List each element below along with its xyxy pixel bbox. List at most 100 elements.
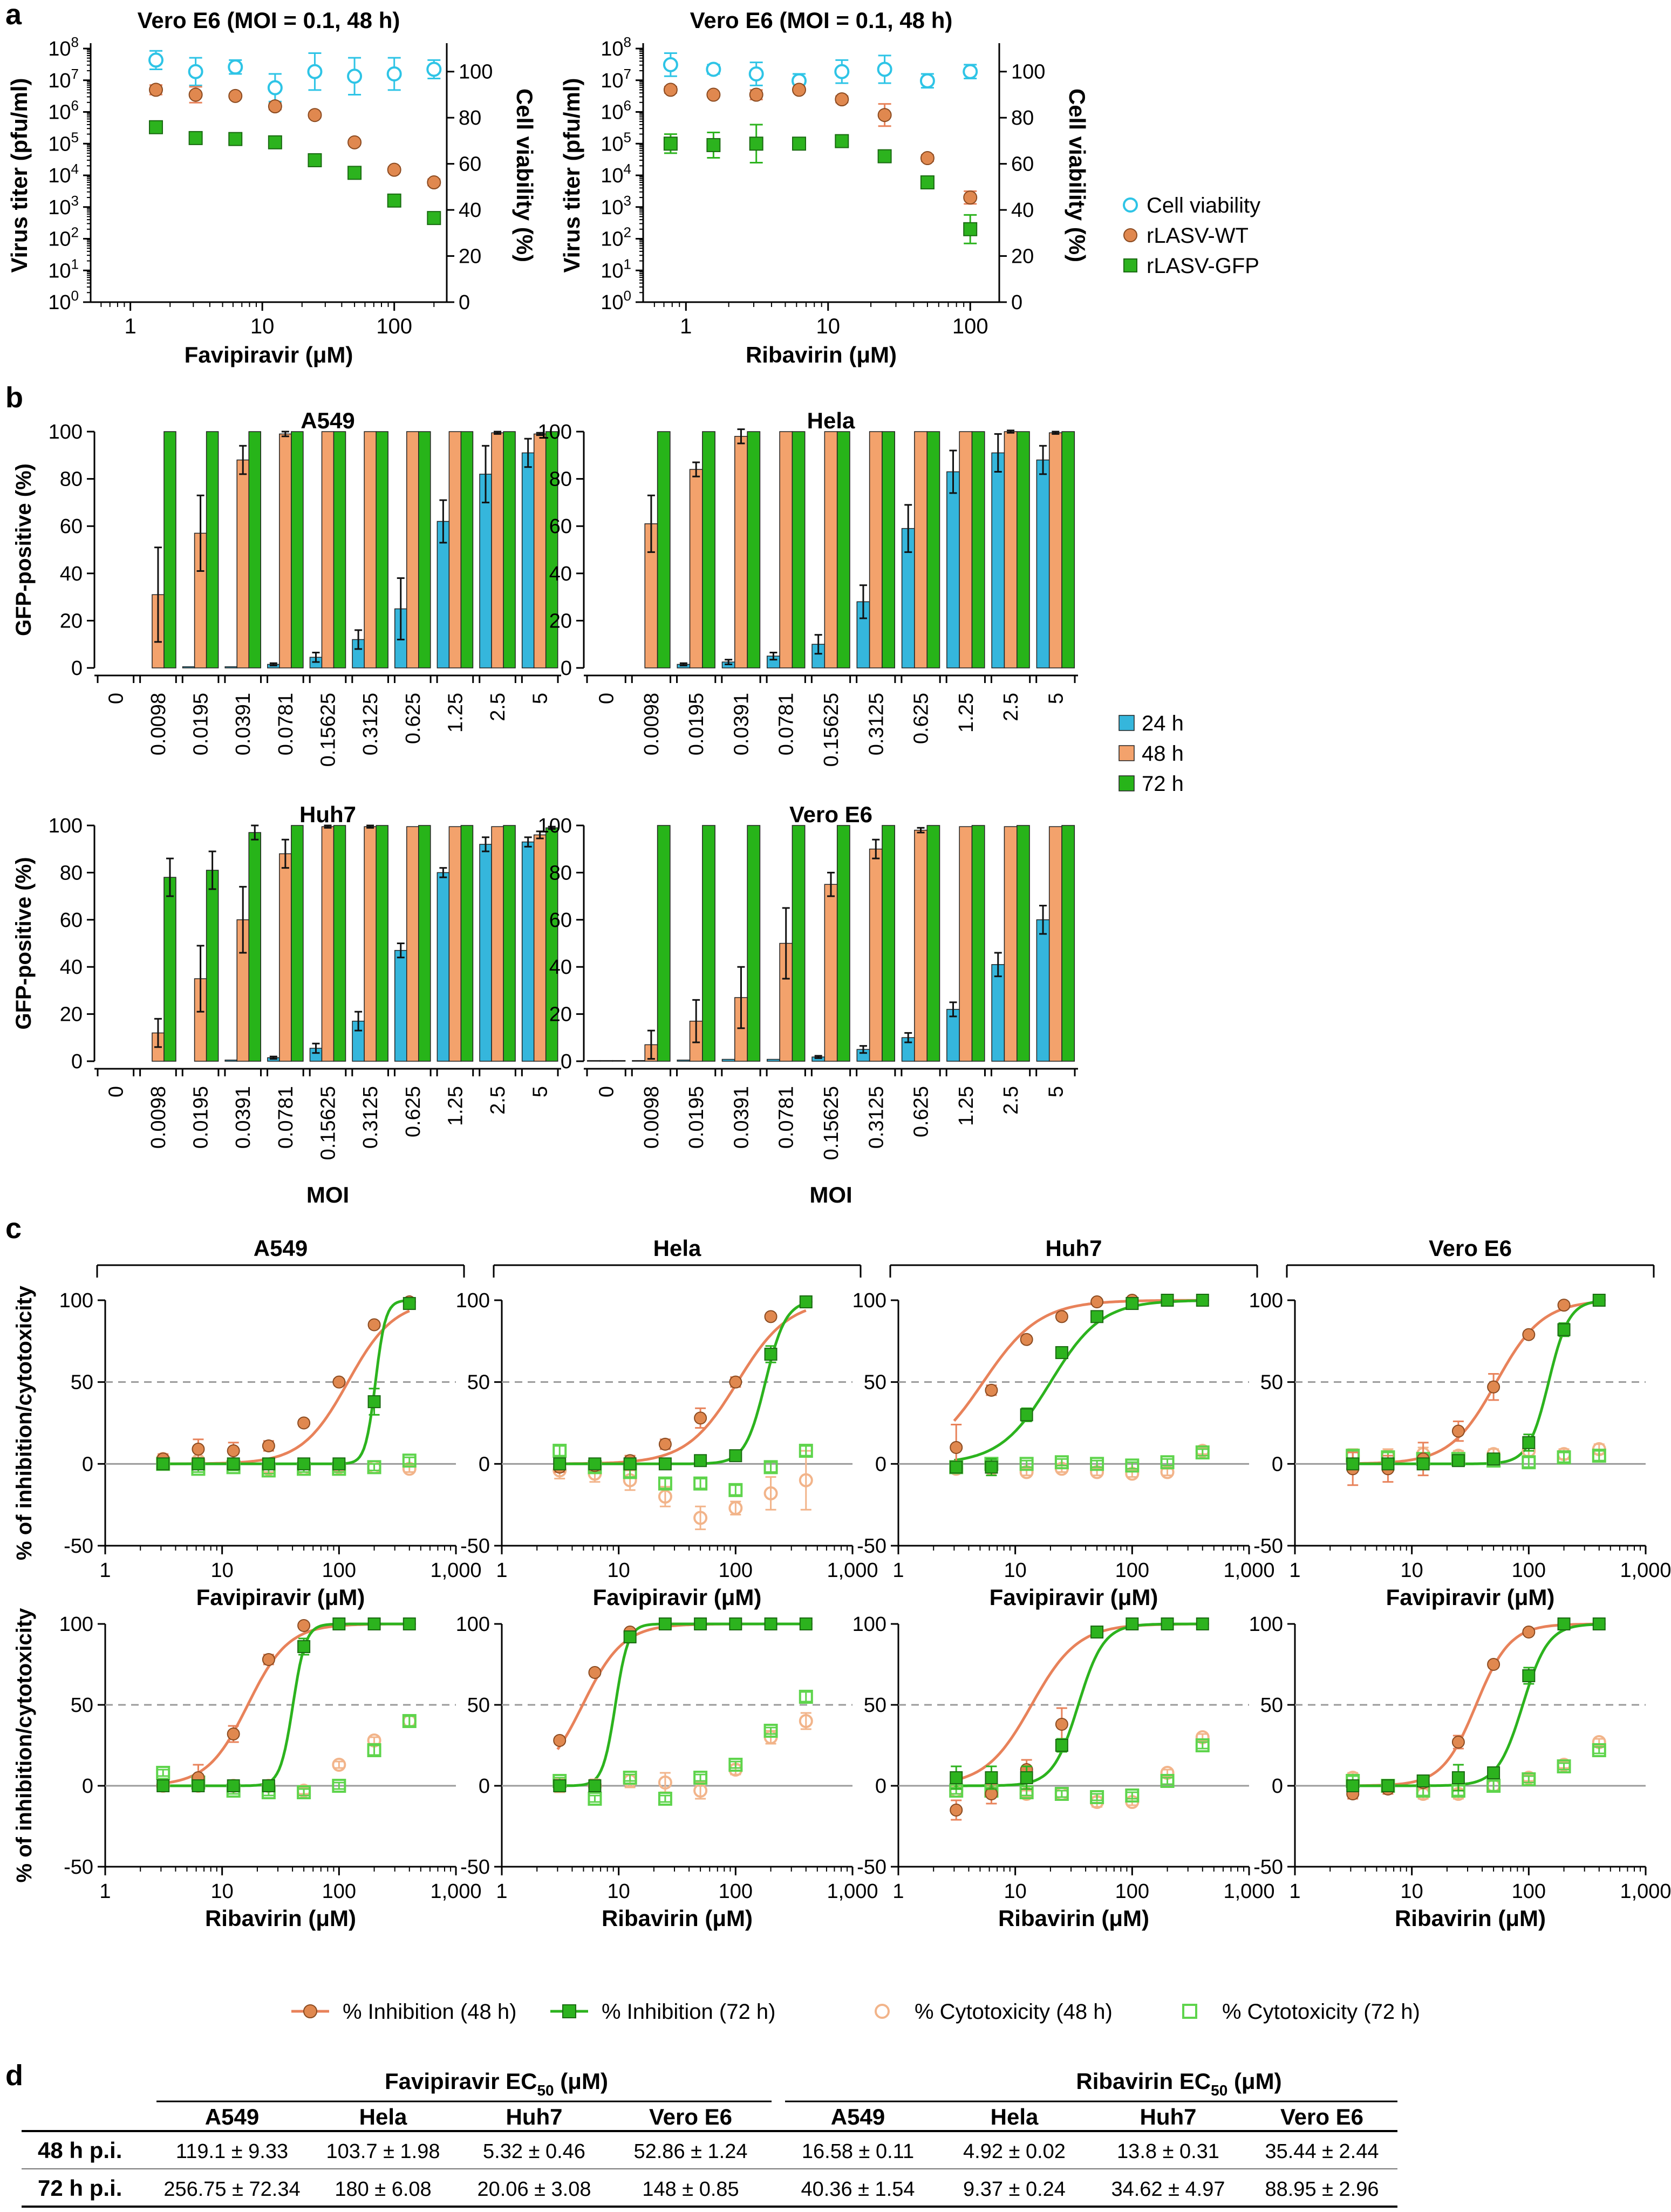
data-point <box>553 1444 567 1458</box>
y-tick-label: 100 <box>538 421 572 443</box>
legend-label: rLASV-GFP <box>1147 254 1259 278</box>
y-tick-label: 50 <box>71 1694 93 1717</box>
y-tick-base: 10 <box>601 291 623 314</box>
x-tick-label: 0.625 <box>910 693 933 744</box>
data-point <box>1160 1774 1175 1788</box>
fit-curve <box>557 1302 807 1465</box>
panel-b: A549 0 20 40 60 80 100 GFP-positive (%) 0 0.0098 0… <box>12 408 1184 1207</box>
table-column-header: Huh7 <box>506 2104 563 2129</box>
data-point <box>963 64 978 79</box>
y-tick-label: 100 <box>601 288 631 314</box>
data-point <box>1592 1743 1606 1757</box>
bar <box>959 431 973 668</box>
data-point <box>1522 1328 1536 1341</box>
bar <box>882 431 895 668</box>
data-point <box>1055 1346 1068 1360</box>
x-axis-label: Ribavirin (μM) <box>602 1906 753 1931</box>
legend-label: % Cytotoxicity (72 h) <box>1222 2000 1420 2024</box>
x-tick-label: 0.3125 <box>359 693 382 755</box>
y-tick-label: 60 <box>549 515 572 538</box>
data-point <box>387 162 401 177</box>
x-tick-label: 100 <box>322 1880 356 1903</box>
data-point <box>553 1734 567 1747</box>
y-tick-base: 10 <box>48 101 71 124</box>
bar <box>364 826 377 1062</box>
x-tick-label: 0.3125 <box>865 1086 888 1149</box>
data-point <box>658 1792 672 1806</box>
x-tick-label: 1,000 <box>1620 1880 1671 1903</box>
y-tick-label: 0 <box>561 657 572 680</box>
data-point <box>658 1437 672 1451</box>
data-point <box>1055 1310 1068 1323</box>
table-cell: 40.36 ± 1.54 <box>801 2178 915 2201</box>
y-tick-base: 10 <box>48 228 71 251</box>
table-column-header: Huh7 <box>1140 2104 1197 2129</box>
data-point <box>297 1416 311 1430</box>
x-axis-label: Ribavirin (μM) <box>205 1906 356 1931</box>
fit-curve <box>557 1309 807 1465</box>
series-48-h <box>599 826 1062 1062</box>
data-point <box>402 1714 417 1728</box>
y-tick-base: 10 <box>601 101 623 124</box>
x-tick-label: 1 <box>99 1880 111 1903</box>
data-point <box>963 222 978 236</box>
y-tick-label: 0 <box>875 1453 886 1476</box>
data-point <box>308 153 322 167</box>
chart-c-1-2: -50 0 50 100 1 10 100 1,000 Ribavirin (μM) <box>852 1613 1275 1931</box>
bar <box>914 431 927 668</box>
y-axis-label: % of inhibition/cytotoxicity <box>12 1285 36 1560</box>
bar <box>182 666 195 668</box>
x-tick-label: 0.0391 <box>232 1086 255 1149</box>
y-tick-label: 100 <box>1249 1613 1283 1636</box>
x-tick-label: 0.625 <box>402 1086 425 1137</box>
x-tick-label: 0.15625 <box>317 693 340 767</box>
panel-c: A549 Hela Huh7 Vero E6 % of inhibition/cytot… <box>12 1235 1671 2024</box>
y-tick-base: 10 <box>48 196 71 219</box>
y-tick-exp: 2 <box>624 224 631 241</box>
x-tick-label: 0.0781 <box>275 693 297 755</box>
y-tick-exp: 4 <box>624 161 631 177</box>
data-point <box>1126 1297 1139 1310</box>
bar <box>1061 431 1075 668</box>
data-point <box>1020 1771 1033 1784</box>
series-cyt72 <box>553 1690 813 1806</box>
bar <box>1048 826 1062 1062</box>
data-point <box>835 134 849 148</box>
panel-letter-a: a <box>5 0 22 31</box>
table-cell: 119.1 ± 9.33 <box>176 2140 288 2163</box>
y2-tick-label: 20 <box>1011 245 1034 268</box>
y-tick-label: 105 <box>48 129 79 155</box>
y-tick-label: -50 <box>1253 1856 1283 1879</box>
bar <box>779 431 793 668</box>
data-point <box>227 1779 240 1792</box>
panel-letter-c: c <box>5 1212 22 1245</box>
bar <box>991 964 1005 1062</box>
bar <box>163 431 176 668</box>
y-tick-label: 0 <box>71 657 83 680</box>
bar <box>279 433 292 668</box>
data-point <box>694 1454 707 1467</box>
data-point <box>262 1457 275 1471</box>
data-point <box>1522 1436 1536 1449</box>
x-tick-label: 0.625 <box>402 693 425 744</box>
bar <box>946 471 960 668</box>
bar <box>702 825 715 1062</box>
y2-tick-label: 0 <box>1011 291 1022 314</box>
data-point <box>1346 1457 1360 1471</box>
data-point <box>950 1441 963 1454</box>
data-point <box>1486 1779 1501 1793</box>
data-point <box>1487 1658 1501 1671</box>
data-point <box>950 1460 963 1474</box>
x-tick-label: 100 <box>1115 1559 1149 1582</box>
y2-tick-label: 20 <box>459 245 481 268</box>
bar <box>734 436 748 668</box>
y2-axis-label: Cell viability (%) <box>512 88 537 262</box>
bar <box>291 825 304 1062</box>
x-tick-label: 0.0098 <box>147 693 170 755</box>
bar <box>533 834 547 1062</box>
data-point <box>1090 1626 1104 1638</box>
table-row-label: 72 h p.i. <box>38 2175 122 2201</box>
x-tick-label: 0.625 <box>910 1086 933 1137</box>
data-point <box>706 87 721 102</box>
bar <box>747 825 761 1062</box>
